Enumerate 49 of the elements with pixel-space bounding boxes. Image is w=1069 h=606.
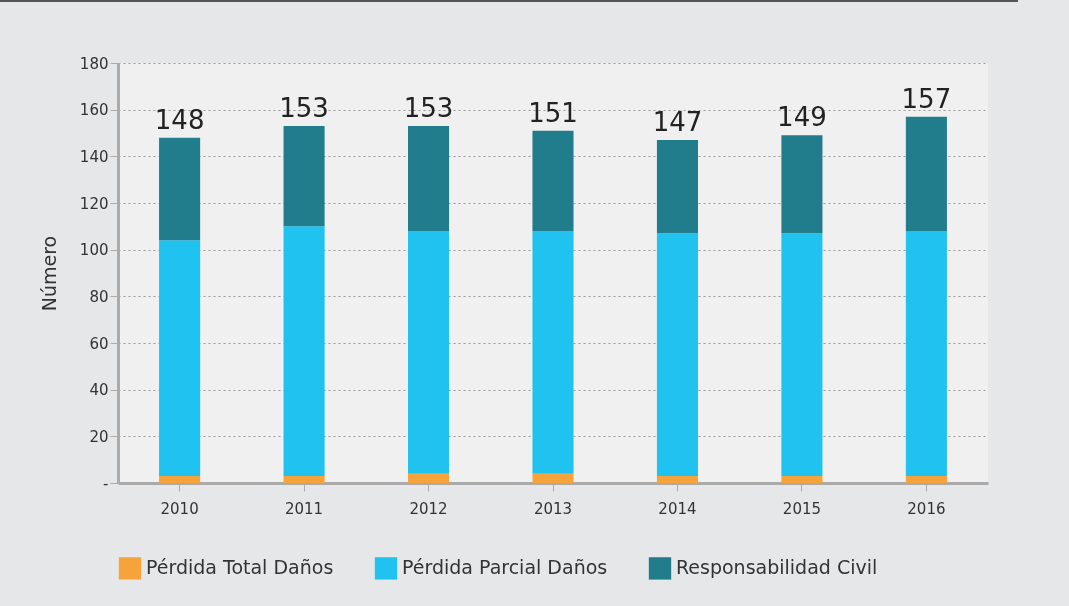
bar [656, 233, 698, 476]
y-tick-label: 40 [89, 381, 109, 400]
y-tick-label: 60 [89, 334, 109, 353]
total-label: 147 [652, 107, 703, 137]
bar [532, 473, 574, 483]
y-axis-title: Número [37, 235, 60, 312]
total-label: 148 [154, 104, 205, 135]
bar [159, 240, 201, 476]
legend-label: Pérdida Total Daños [146, 556, 334, 579]
total-label: 149 [777, 102, 827, 133]
bar [408, 473, 450, 483]
bar [532, 231, 574, 474]
bar [905, 231, 947, 476]
y-tick-label: 120 [79, 194, 109, 213]
total-label: 153 [279, 93, 329, 123]
y-tick-label: 140 [79, 147, 109, 166]
x-tick-label: 2014 [658, 499, 697, 518]
bar [159, 137, 201, 241]
bar [781, 233, 823, 476]
y-tick-label: 160 [79, 101, 109, 120]
y-tick-label: 100 [79, 241, 109, 260]
x-tick-label: 2015 [782, 499, 822, 518]
bar [656, 476, 698, 483]
bar [781, 476, 823, 483]
bar [408, 231, 450, 474]
legend-label: Responsabilidad Civil [676, 556, 878, 579]
bar [283, 226, 325, 476]
bar [283, 126, 325, 227]
x-tick-label: 2013 [533, 499, 573, 518]
y-tick-label: 20 [89, 427, 109, 446]
x-tick-label: 2012 [409, 499, 448, 518]
x-tick-label: 2011 [284, 499, 324, 518]
total-label: 153 [403, 93, 454, 123]
bar [408, 126, 450, 231]
legend-label: Pérdida Parcial Daños [402, 556, 608, 579]
total-label: 151 [528, 97, 578, 128]
y-tick-label: 180 [79, 54, 109, 73]
bar [905, 476, 947, 483]
bar [656, 140, 698, 234]
y-tick-label: - [103, 474, 109, 493]
y-tick-label: 80 [89, 287, 109, 306]
bar [781, 135, 823, 234]
x-tick-label: 2010 [160, 499, 199, 518]
bar [532, 130, 574, 231]
x-tick-label: 2016 [907, 499, 946, 518]
total-label: 157 [901, 83, 952, 114]
bar [905, 116, 947, 231]
bar [159, 476, 201, 483]
bar [283, 476, 325, 483]
